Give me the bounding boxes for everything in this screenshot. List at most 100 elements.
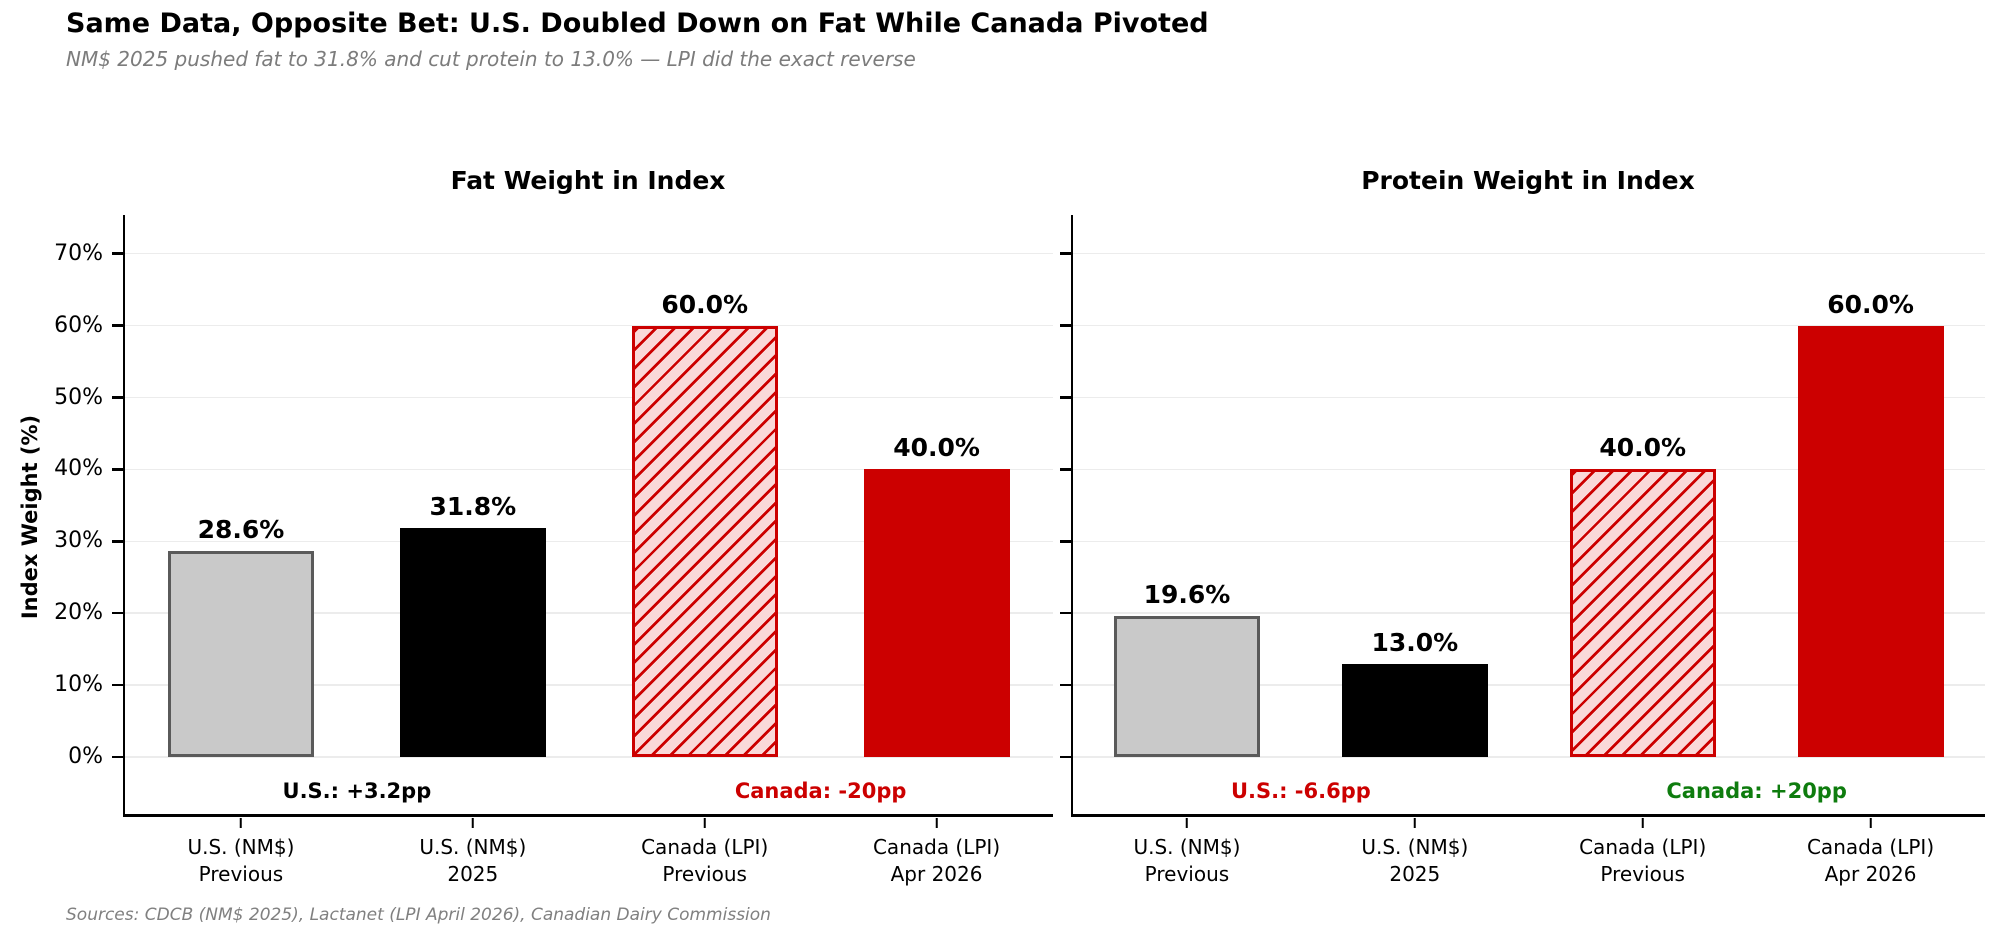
x-category-line: Apr 2026	[1824, 862, 1917, 886]
gridline	[125, 612, 1053, 614]
chart-title-protein: Protein Weight in Index	[1361, 166, 1695, 195]
x-category-line: Previous	[198, 862, 284, 886]
x-category-line: Apr 2026	[890, 862, 983, 886]
y-tick-label: 0%	[68, 744, 103, 769]
x-category-line: 2025	[1389, 862, 1441, 886]
sources-note: Sources: CDCB (NM$ 2025), Lactanet (LPI …	[66, 905, 771, 925]
gridline	[125, 540, 1053, 543]
y-tick-label: 40%	[54, 456, 103, 482]
y-tick-label: 20%	[54, 600, 103, 626]
y-tick-label: 60%	[54, 312, 103, 338]
bar-canada-lpi-previous	[631, 325, 778, 757]
y-tick-label: 30%	[54, 528, 103, 554]
x-category-label: Canada (LPI) Previous	[545, 834, 865, 888]
x-axis-tick	[239, 818, 243, 828]
x-category-line: Canada (LPI)	[641, 835, 769, 859]
y-axis-tick	[1059, 396, 1071, 399]
bar-us-nms-previous	[1113, 616, 1260, 757]
y-axis-tick	[111, 468, 123, 471]
fat-plot-area: 0% 10% 20% 30% 40% 50% 60% 70% 28.6% U.S. (NM$) Pr…	[54, 215, 1053, 886]
y-axis-tick	[1059, 755, 1071, 759]
x-category-label: U.S. (NM$) 2025	[313, 834, 633, 888]
chart-title-fat: Fat Weight in Index	[450, 166, 726, 195]
y-axis-tick	[1059, 683, 1071, 687]
gridline	[1073, 468, 1985, 471]
gridline	[1073, 756, 1985, 758]
gridline	[125, 252, 1053, 255]
figure-subtitle: NM$ 2025 pushed fat to 31.8% and cut pro…	[66, 47, 916, 71]
gridline	[1073, 396, 1985, 399]
protein-plot-area: 19.6% U.S. (NM$) Previous 13.0% U.S. (NM$) 20…	[1059, 215, 1985, 886]
y-axis-tick	[111, 611, 123, 615]
bar-value-label: 40.0%	[893, 433, 980, 463]
x-category-line: U.S. (NM$)	[419, 835, 527, 859]
x-category-label: Canada (LPI) Apr 2026	[777, 834, 1097, 888]
bar-us-nms-2025	[1341, 663, 1488, 757]
bar-canada-lpi-previous	[1569, 469, 1716, 757]
us-change-annotation: U.S.: -6.6pp	[1230, 779, 1371, 803]
x-category-label: U.S. (NM$) Previous	[1027, 834, 1347, 888]
x-axis-tick	[703, 818, 706, 828]
canada-change-annotation: Canada: +20pp	[1666, 779, 1847, 803]
bar-value-label: 28.6%	[197, 515, 285, 545]
y-axis-tick	[1059, 324, 1071, 327]
bar-value-label: 13.0%	[1371, 627, 1459, 657]
y-axis-tick	[111, 540, 123, 543]
x-category-line: Canada (LPI)	[1806, 835, 1935, 859]
y-axis-tick	[1059, 540, 1071, 543]
gridline	[125, 324, 1053, 327]
y-tick-label: 10%	[54, 672, 103, 698]
gridline	[125, 684, 1053, 686]
x-axis-tick	[1413, 818, 1417, 828]
gridline	[1073, 612, 1985, 614]
us-change-annotation: U.S.: +3.2pp	[282, 779, 432, 803]
bar-value-label: 31.8%	[429, 492, 517, 522]
x-category-label: U.S. (NM$) Previous	[81, 834, 401, 888]
y-axis-tick	[1059, 252, 1071, 255]
gridline	[125, 468, 1053, 471]
bar-value-label: 19.6%	[1143, 580, 1231, 610]
bar-canada-lpi-apr-2026	[863, 469, 1010, 757]
bar-canada-lpi-apr-2026	[1797, 325, 1944, 757]
x-axis-tick	[471, 818, 475, 828]
y-axis-tick	[111, 252, 123, 255]
bar-us-nms-2025	[399, 528, 546, 757]
bar-value-label: 60.0%	[1827, 289, 1914, 319]
x-category-line: Canada (LPI)	[872, 835, 1001, 859]
x-category-line: 2025	[447, 862, 499, 886]
y-axis-tick	[111, 396, 123, 399]
x-category-label: Canada (LPI) Apr 2026	[1711, 834, 2000, 888]
y-axis-tick	[1059, 468, 1071, 471]
x-axis-tick	[1869, 818, 1872, 828]
gridline	[1073, 252, 1985, 255]
gridline	[1073, 684, 1985, 686]
x-axis-tick	[1185, 818, 1189, 828]
bar-value-label: 60.0%	[661, 289, 749, 319]
canada-change-annotation: Canada: -20pp	[734, 779, 907, 803]
y-axis-tick	[111, 683, 123, 687]
y-axis-label: Index Weight (%)	[18, 414, 42, 620]
y-tick-label: 70%	[54, 240, 103, 266]
x-axis-tick	[1641, 818, 1644, 828]
x-category-line: Previous	[1600, 862, 1685, 886]
x-category-line: Previous	[1144, 862, 1230, 886]
bar-value-label: 40.0%	[1599, 433, 1687, 463]
x-category-line: U.S. (NM$)	[187, 835, 295, 859]
x-category-label: Canada (LPI) Previous	[1483, 834, 1803, 888]
x-category-line: U.S. (NM$)	[1133, 835, 1241, 859]
y-axis-tick	[111, 755, 123, 759]
x-axis-tick	[935, 818, 938, 828]
gridline	[125, 396, 1053, 399]
gridline	[1073, 324, 1985, 327]
y-axis-tick	[111, 324, 123, 327]
x-category-label: U.S. (NM$) 2025	[1255, 834, 1575, 888]
x-category-line: Previous	[662, 862, 747, 886]
figure-title: Same Data, Opposite Bet: U.S. Doubled Do…	[66, 8, 1209, 39]
x-category-line: U.S. (NM$)	[1361, 835, 1469, 859]
y-tick-label: 50%	[54, 384, 103, 410]
y-axis-tick	[1059, 611, 1071, 615]
bar-us-nms-previous	[167, 551, 314, 757]
gridline	[1073, 540, 1985, 543]
x-category-line: Canada (LPI)	[1579, 835, 1707, 859]
